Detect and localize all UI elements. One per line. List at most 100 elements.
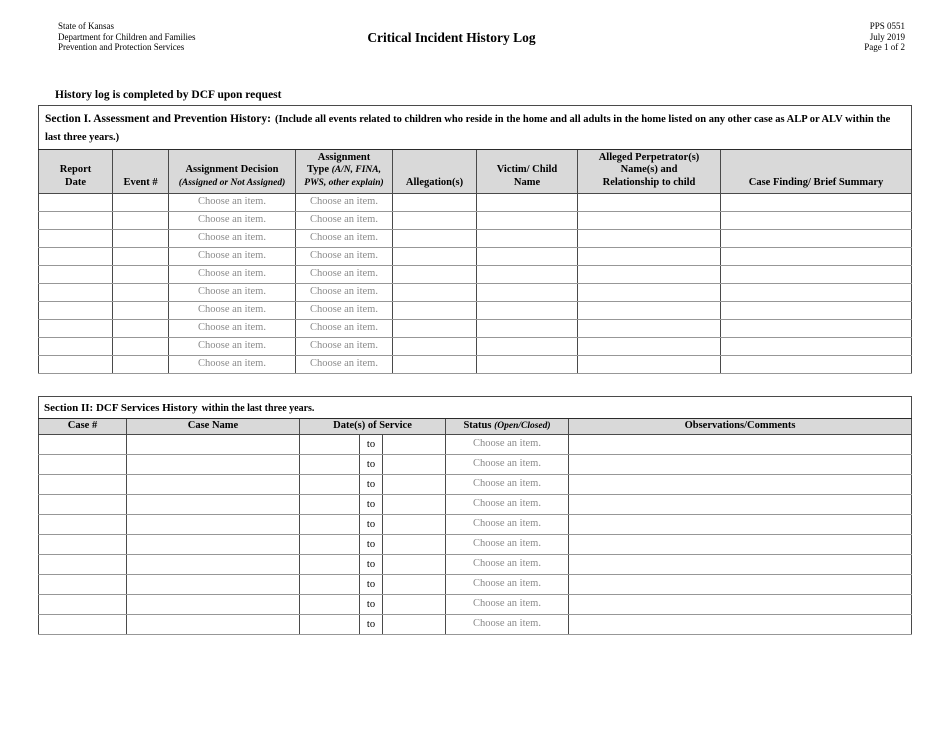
date-from-cell[interactable] (299, 493, 360, 515)
case-finding-cell[interactable] (720, 282, 912, 302)
report-date-cell[interactable] (38, 336, 113, 356)
event-number-cell[interactable] (112, 336, 169, 356)
report-date-cell[interactable] (38, 300, 113, 320)
date-from-cell[interactable] (299, 533, 360, 555)
perpetrator-cell[interactable] (577, 354, 721, 374)
date-to-cell[interactable] (382, 473, 446, 495)
date-to-cell[interactable] (382, 573, 446, 595)
assignment-type-dropdown[interactable]: Choose an item. (295, 210, 393, 230)
date-from-cell[interactable] (299, 613, 360, 635)
event-number-cell[interactable] (112, 264, 169, 284)
assignment-type-dropdown[interactable]: Choose an item. (295, 336, 393, 356)
report-date-cell[interactable] (38, 210, 113, 230)
date-to-cell[interactable] (382, 453, 446, 475)
assignment-type-dropdown[interactable]: Choose an item. (295, 282, 393, 302)
assignment-decision-dropdown[interactable]: Choose an item. (168, 282, 296, 302)
assignment-decision-dropdown[interactable]: Choose an item. (168, 246, 296, 266)
assignment-decision-dropdown[interactable]: Choose an item. (168, 354, 296, 374)
observations-cell[interactable] (568, 553, 912, 575)
assignment-type-dropdown[interactable]: Choose an item. (295, 228, 393, 248)
event-number-cell[interactable] (112, 300, 169, 320)
assignment-type-dropdown[interactable]: Choose an item. (295, 354, 393, 374)
date-from-cell[interactable] (299, 593, 360, 615)
status-dropdown[interactable]: Choose an item. (445, 453, 569, 475)
case-name-cell[interactable] (126, 553, 300, 575)
case-number-cell[interactable] (38, 573, 127, 595)
report-date-cell[interactable] (38, 246, 113, 266)
victim-name-cell[interactable] (476, 282, 578, 302)
case-number-cell[interactable] (38, 613, 127, 635)
case-name-cell[interactable] (126, 493, 300, 515)
victim-name-cell[interactable] (476, 246, 578, 266)
victim-name-cell[interactable] (476, 354, 578, 374)
assignment-decision-dropdown[interactable]: Choose an item. (168, 318, 296, 338)
report-date-cell[interactable] (38, 318, 113, 338)
case-number-cell[interactable] (38, 433, 127, 455)
observations-cell[interactable] (568, 613, 912, 635)
allegations-cell[interactable] (392, 192, 477, 212)
case-finding-cell[interactable] (720, 228, 912, 248)
allegations-cell[interactable] (392, 336, 477, 356)
allegations-cell[interactable] (392, 228, 477, 248)
date-to-cell[interactable] (382, 433, 446, 455)
victim-name-cell[interactable] (476, 300, 578, 320)
date-to-cell[interactable] (382, 533, 446, 555)
case-finding-cell[interactable] (720, 318, 912, 338)
report-date-cell[interactable] (38, 228, 113, 248)
case-number-cell[interactable] (38, 513, 127, 535)
date-to-cell[interactable] (382, 493, 446, 515)
allegations-cell[interactable] (392, 282, 477, 302)
date-from-cell[interactable] (299, 433, 360, 455)
observations-cell[interactable] (568, 433, 912, 455)
date-from-cell[interactable] (299, 453, 360, 475)
event-number-cell[interactable] (112, 282, 169, 302)
assignment-decision-dropdown[interactable]: Choose an item. (168, 192, 296, 212)
case-finding-cell[interactable] (720, 210, 912, 230)
case-name-cell[interactable] (126, 533, 300, 555)
victim-name-cell[interactable] (476, 210, 578, 230)
allegations-cell[interactable] (392, 354, 477, 374)
perpetrator-cell[interactable] (577, 246, 721, 266)
case-number-cell[interactable] (38, 453, 127, 475)
case-finding-cell[interactable] (720, 246, 912, 266)
case-number-cell[interactable] (38, 553, 127, 575)
date-from-cell[interactable] (299, 553, 360, 575)
perpetrator-cell[interactable] (577, 336, 721, 356)
perpetrator-cell[interactable] (577, 264, 721, 284)
perpetrator-cell[interactable] (577, 210, 721, 230)
report-date-cell[interactable] (38, 192, 113, 212)
perpetrator-cell[interactable] (577, 282, 721, 302)
assignment-decision-dropdown[interactable]: Choose an item. (168, 336, 296, 356)
assignment-type-dropdown[interactable]: Choose an item. (295, 300, 393, 320)
date-to-cell[interactable] (382, 553, 446, 575)
allegations-cell[interactable] (392, 210, 477, 230)
date-from-cell[interactable] (299, 573, 360, 595)
status-dropdown[interactable]: Choose an item. (445, 533, 569, 555)
assignment-type-dropdown[interactable]: Choose an item. (295, 246, 393, 266)
observations-cell[interactable] (568, 513, 912, 535)
allegations-cell[interactable] (392, 300, 477, 320)
case-name-cell[interactable] (126, 433, 300, 455)
victim-name-cell[interactable] (476, 192, 578, 212)
case-number-cell[interactable] (38, 533, 127, 555)
perpetrator-cell[interactable] (577, 192, 721, 212)
assignment-decision-dropdown[interactable]: Choose an item. (168, 210, 296, 230)
observations-cell[interactable] (568, 473, 912, 495)
case-name-cell[interactable] (126, 573, 300, 595)
event-number-cell[interactable] (112, 246, 169, 266)
report-date-cell[interactable] (38, 282, 113, 302)
status-dropdown[interactable]: Choose an item. (445, 433, 569, 455)
date-to-cell[interactable] (382, 613, 446, 635)
status-dropdown[interactable]: Choose an item. (445, 593, 569, 615)
assignment-type-dropdown[interactable]: Choose an item. (295, 192, 393, 212)
date-from-cell[interactable] (299, 473, 360, 495)
case-name-cell[interactable] (126, 453, 300, 475)
date-to-cell[interactable] (382, 593, 446, 615)
event-number-cell[interactable] (112, 210, 169, 230)
allegations-cell[interactable] (392, 246, 477, 266)
case-finding-cell[interactable] (720, 192, 912, 212)
status-dropdown[interactable]: Choose an item. (445, 493, 569, 515)
status-dropdown[interactable]: Choose an item. (445, 553, 569, 575)
assignment-decision-dropdown[interactable]: Choose an item. (168, 264, 296, 284)
report-date-cell[interactable] (38, 264, 113, 284)
